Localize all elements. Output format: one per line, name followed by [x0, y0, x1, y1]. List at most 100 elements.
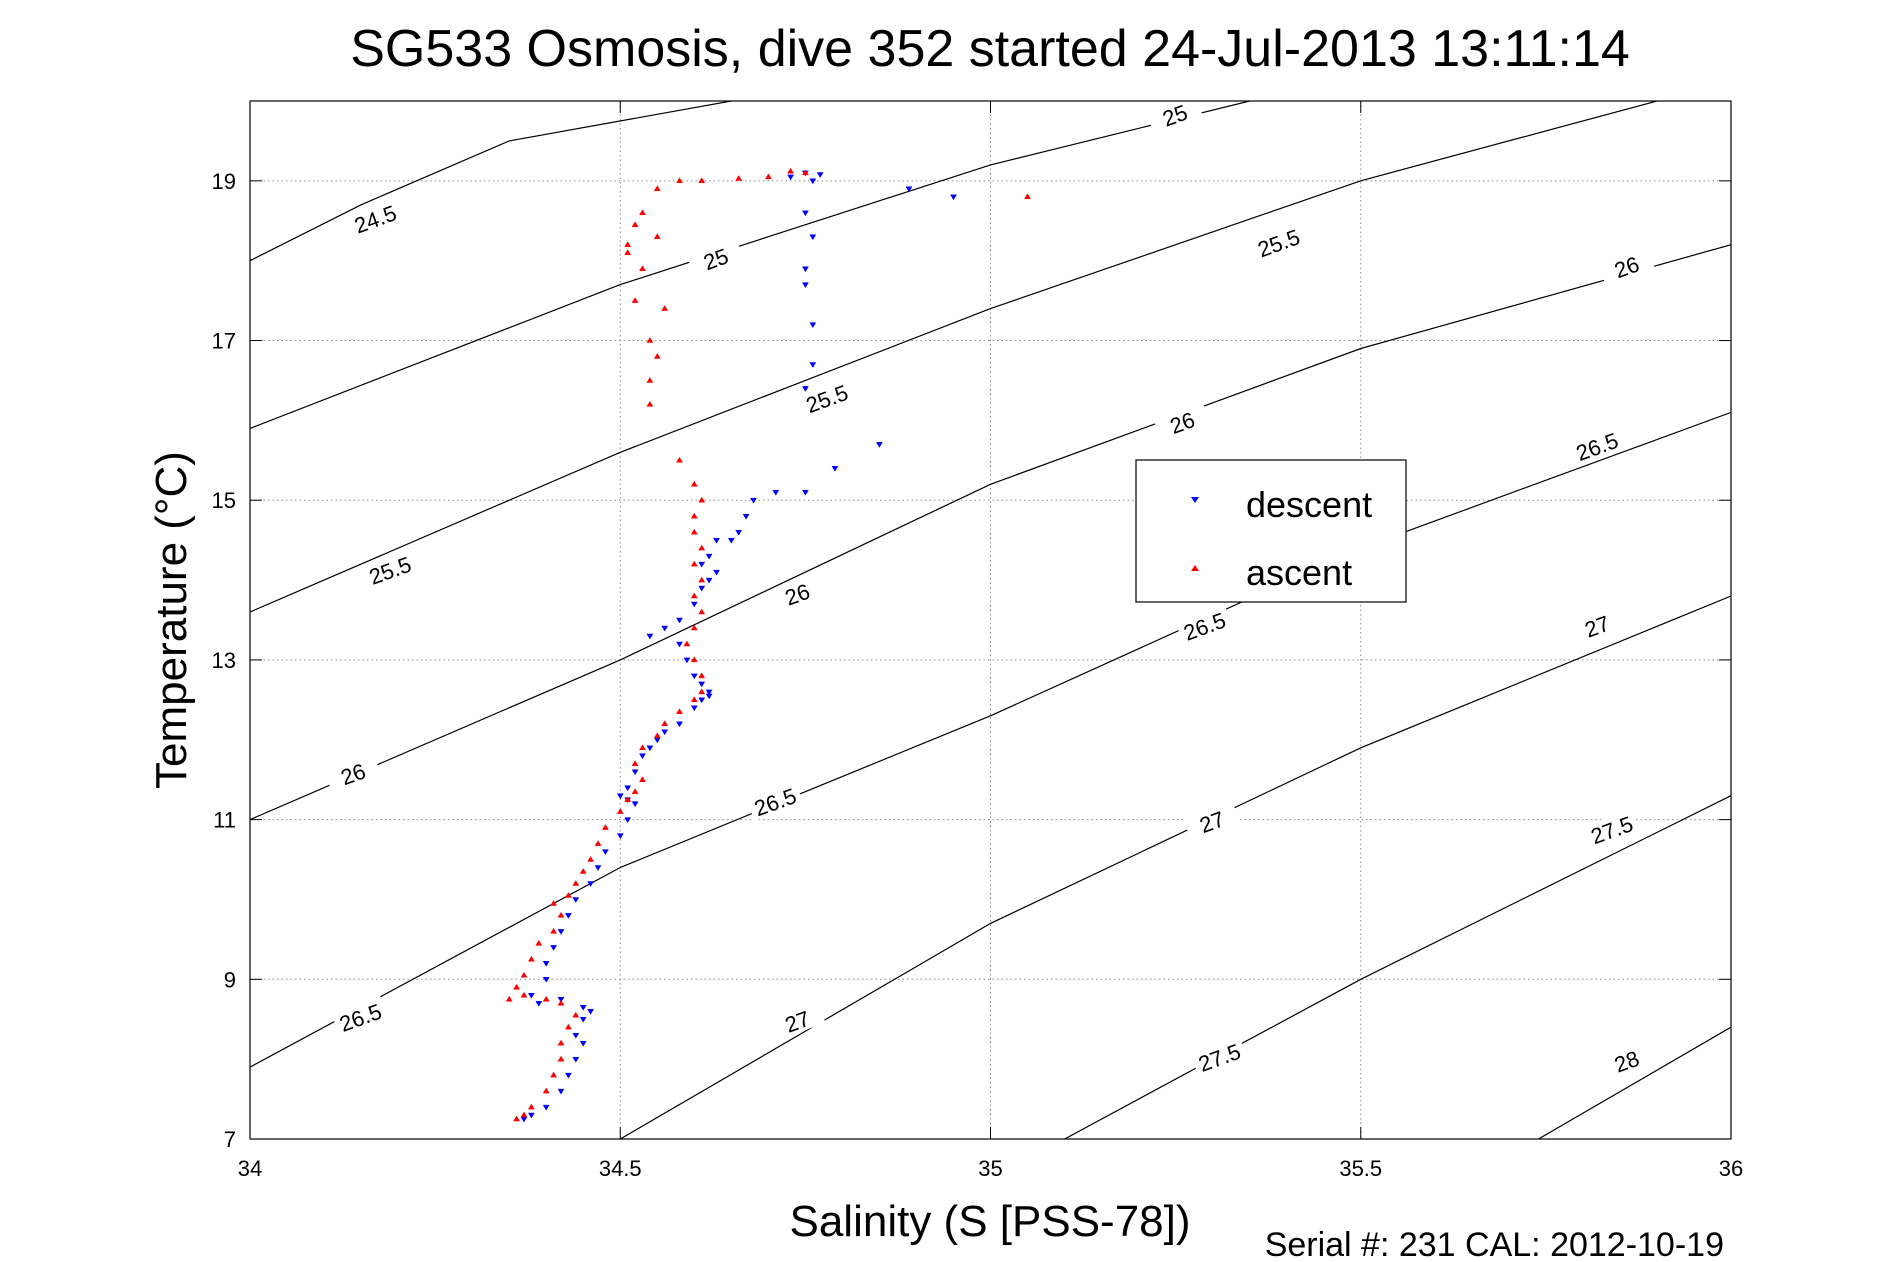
- descent-point: [809, 234, 817, 241]
- descent-point: [690, 705, 698, 712]
- ascent-point: [513, 983, 521, 990]
- series-descent: [520, 170, 957, 1123]
- isopycnal-label-bg: [1568, 425, 1626, 466]
- ascent-point: [557, 911, 565, 918]
- ascent-point: [527, 955, 535, 962]
- y-tick-label: 7: [224, 1127, 236, 1152]
- ascent-point: [572, 880, 580, 886]
- ascent-point: [527, 1103, 535, 1110]
- isopycnal-label-bg: [1190, 1036, 1248, 1077]
- descent-point: [683, 657, 691, 664]
- ascent-point: [698, 608, 706, 615]
- y-axis-title: Temperature (°C): [147, 451, 196, 789]
- descent-point: [557, 929, 565, 935]
- descent-point: [816, 172, 824, 178]
- descent-point: [905, 186, 913, 193]
- ascent-point: [690, 560, 698, 567]
- ascent-point: [564, 1023, 572, 1030]
- descent-point: [572, 1056, 580, 1063]
- ascent-point: [690, 656, 698, 663]
- descent-point: [587, 881, 595, 887]
- descent-point: [542, 1104, 550, 1111]
- ascent-point: [535, 939, 543, 946]
- ascent-point: [698, 544, 706, 551]
- descent-point: [572, 897, 580, 903]
- ascent-point: [520, 1111, 528, 1118]
- y-tick-label: 11: [213, 808, 236, 833]
- isopycnal-label-bg: [1183, 800, 1241, 841]
- ascent-point: [653, 353, 661, 359]
- x-tick-label: 34.5: [599, 1156, 642, 1181]
- descent-point: [831, 466, 839, 472]
- descent-point: [950, 194, 957, 201]
- ascent-point: [631, 297, 639, 303]
- isopycnal-line-27-5: [1064, 795, 1731, 1139]
- ascent-point: [520, 971, 528, 978]
- ascent-point: [513, 1115, 521, 1122]
- descent-point: [676, 617, 683, 624]
- ascent-point: [572, 1011, 580, 1018]
- descent-point: [631, 801, 639, 808]
- ascent-point: [646, 337, 654, 343]
- isopycnal-label-bg: [1146, 94, 1204, 135]
- descent-point: [579, 1040, 587, 1047]
- descent-point: [631, 769, 639, 776]
- legend-label-ascent: ascent: [1246, 552, 1352, 593]
- descent-point: [875, 442, 883, 448]
- isopycnal-line-25-5: [250, 101, 1658, 613]
- descent-point: [690, 673, 698, 680]
- ascent-point: [698, 576, 706, 583]
- y-tick-label: 17: [212, 329, 236, 354]
- ascent-point: [557, 1039, 565, 1046]
- ascent-point: [653, 233, 661, 239]
- ascent-point: [698, 672, 706, 679]
- descent-point: [535, 1001, 543, 1007]
- descent-point: [624, 817, 632, 824]
- isopycnal-label-bg: [1597, 245, 1655, 287]
- descent-point: [564, 1072, 572, 1079]
- descent-point: [676, 641, 683, 648]
- ascent-point: [587, 856, 595, 862]
- descent-point: [527, 1112, 535, 1119]
- descent-point: [801, 282, 809, 289]
- descent-point: [705, 689, 713, 696]
- ascent-point: [624, 796, 632, 802]
- isopycnal-label-group: 27: [1183, 800, 1241, 841]
- ascent-point: [690, 528, 698, 535]
- descent-point: [713, 569, 720, 576]
- descent-point: [698, 697, 706, 704]
- descent-point: [616, 833, 624, 840]
- descent-point: [542, 961, 550, 967]
- ascent-point: [594, 840, 602, 846]
- isopycnal-label-bg: [1582, 808, 1641, 849]
- isopycnal-label-bg: [686, 237, 745, 279]
- descent-point: [676, 721, 683, 728]
- descent-point: [639, 753, 646, 760]
- ascent-point: [564, 892, 572, 898]
- legend-marker-descent: [1191, 497, 1199, 503]
- ascent-point: [557, 999, 565, 1006]
- ascent-point: [683, 640, 691, 647]
- ascent-point: [698, 496, 706, 503]
- ascent-point: [601, 824, 609, 830]
- descent-point: [579, 1005, 587, 1011]
- descent-point: [772, 489, 780, 496]
- ascent-point: [735, 175, 743, 181]
- ascent-point: [520, 991, 528, 998]
- ascent-point: [646, 400, 654, 407]
- isopycnal-label-bg: [1153, 401, 1211, 442]
- ascent-point: [764, 173, 772, 180]
- x-axis-ticks: 34 34.5 35 35.5 36: [238, 101, 1743, 1181]
- ascent-point: [624, 249, 632, 255]
- ascent-point: [579, 868, 587, 874]
- ascent-point: [505, 995, 513, 1002]
- descent-point: [579, 1016, 587, 1023]
- descent-point: [742, 513, 750, 520]
- descent-point: [735, 529, 743, 536]
- descent-point: [557, 997, 565, 1003]
- ascent-point: [661, 720, 669, 727]
- ascent-point: [542, 1087, 550, 1094]
- x-tick-label: 36: [1719, 1156, 1743, 1181]
- descent-point: [809, 362, 817, 368]
- legend-box: [1135, 459, 1407, 603]
